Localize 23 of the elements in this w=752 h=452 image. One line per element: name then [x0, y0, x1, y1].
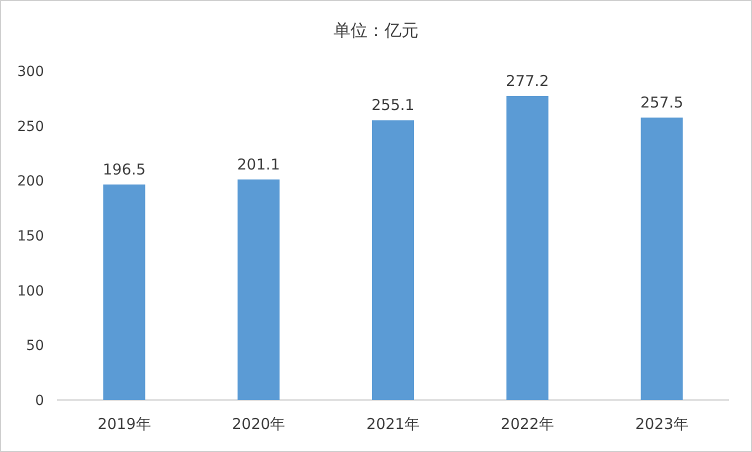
- y-tick-label: 200: [17, 174, 44, 190]
- data-label: 201.1: [237, 155, 280, 174]
- y-tick-label: 50: [26, 338, 44, 354]
- data-label: 277.2: [506, 72, 549, 90]
- data-label: 257.5: [640, 94, 684, 112]
- x-tick-label: 2021年: [366, 415, 420, 433]
- bar: [372, 120, 414, 400]
- x-tick-label: 2023年: [635, 415, 688, 433]
- y-tick-label: 100: [17, 283, 44, 300]
- bar: [103, 184, 146, 400]
- data-label: 255.1: [372, 96, 414, 114]
- x-tick-label: 2019年: [98, 415, 151, 433]
- bar: [506, 96, 548, 400]
- y-tick-label: 0: [35, 393, 44, 409]
- x-tick-label: 2022年: [500, 415, 554, 433]
- x-tick-label: 2020年: [232, 415, 286, 433]
- bar: [238, 179, 280, 400]
- data-label: 196.5: [102, 160, 146, 179]
- y-tick-label: 250: [17, 118, 44, 135]
- bar: [640, 118, 683, 400]
- y-tick-label: 150: [17, 228, 44, 244]
- chart-title: 单位：亿元: [334, 21, 418, 41]
- y-tick-label: 300: [17, 64, 44, 80]
